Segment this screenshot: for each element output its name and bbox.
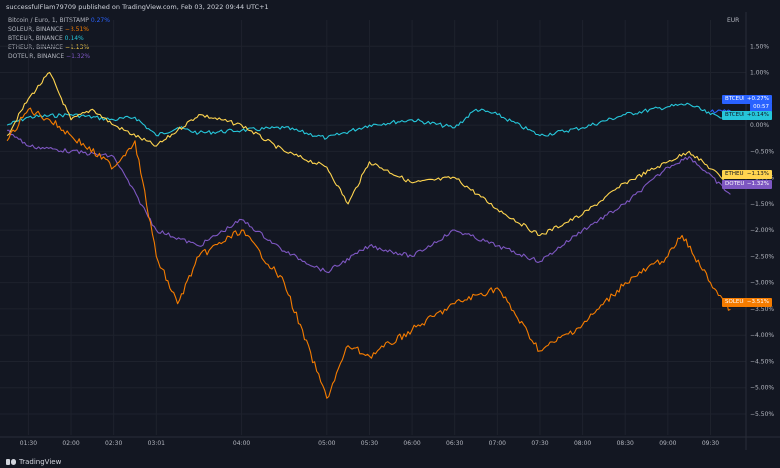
y-tick-label: −1.50% bbox=[750, 201, 774, 208]
legend-row-bitcoin[interactable]: Bitcoin / Euro, 1, BITSTAMP 0.27% bbox=[8, 16, 110, 25]
x-tick-label: 02:00 bbox=[62, 440, 79, 447]
y-tick-label: −3.50% bbox=[750, 306, 774, 313]
legend-row-doteur[interactable]: DOTEUR, BINANCE −1.32% bbox=[8, 52, 110, 61]
x-tick-label: 04:00 bbox=[233, 440, 250, 447]
x-tick-label: 03:01 bbox=[148, 440, 165, 447]
y-tick-label: −0.50% bbox=[750, 148, 774, 155]
legend-value: −1.13% bbox=[65, 44, 90, 51]
publisher-header: successfulFlam79709 published on Trading… bbox=[6, 3, 269, 11]
badge-doteur: DOTEUR bbox=[722, 180, 748, 189]
series-line-soleur bbox=[6, 107, 731, 399]
legend-value: 0.27% bbox=[90, 17, 110, 24]
badge-btceur-value: +0.14% bbox=[743, 111, 772, 120]
badge-etheur: ETHEUR bbox=[722, 170, 748, 179]
x-tick-label: 09:30 bbox=[702, 440, 719, 447]
legend-row-btceur[interactable]: BTCEUR, BINANCE 0.14% bbox=[8, 34, 110, 43]
y-tick-label: −4.00% bbox=[750, 332, 774, 339]
x-tick-label: 02:30 bbox=[105, 440, 122, 447]
currency-label: EUR bbox=[727, 17, 739, 24]
x-tick-label: 07:30 bbox=[531, 440, 548, 447]
y-tick-label: −2.00% bbox=[750, 227, 774, 234]
legend-row-etheur[interactable]: ETHEUR, BINANCE −1.13% bbox=[8, 43, 110, 52]
x-tick-label: 09:00 bbox=[659, 440, 676, 447]
y-tick-label: 0.00% bbox=[750, 122, 769, 129]
x-tick-label: 05:00 bbox=[318, 440, 335, 447]
x-tick-label: 06:00 bbox=[403, 440, 420, 447]
legend-value: 0.14% bbox=[64, 35, 84, 42]
y-tick-label: 1.50% bbox=[750, 43, 769, 50]
badge-btceur: BTCEUR bbox=[722, 111, 748, 120]
tradingview-watermark[interactable]: TradingView bbox=[6, 458, 61, 466]
y-tick-label: −2.50% bbox=[750, 253, 774, 260]
x-tick-label: 06:30 bbox=[446, 440, 463, 447]
legend-row-soleur[interactable]: SOLEUR, BINANCE −3.51% bbox=[8, 25, 110, 34]
y-tick-label: −4.50% bbox=[750, 358, 774, 365]
x-tick-label: 07:00 bbox=[489, 440, 506, 447]
badge-soleur: SOLEUR bbox=[722, 298, 748, 307]
tradingview-logo-icon bbox=[6, 459, 16, 465]
y-tick-label: −5.50% bbox=[750, 411, 774, 418]
series-line-etheur bbox=[6, 71, 731, 236]
x-tick-label: 05:30 bbox=[361, 440, 378, 447]
legend-name: DOTEUR, BINANCE bbox=[8, 53, 65, 60]
badge-main-value: +0.27% bbox=[743, 95, 772, 104]
y-tick-label: −5.00% bbox=[750, 385, 774, 392]
x-tick-label: 08:30 bbox=[617, 440, 634, 447]
watermark-text: TradingView bbox=[19, 458, 62, 466]
y-tick-label: −3.00% bbox=[750, 280, 774, 287]
series-line-doteur bbox=[7, 129, 731, 274]
badge-timer: 00:57 bbox=[750, 103, 772, 112]
legend-name: ETHEUR, BINANCE bbox=[8, 44, 64, 51]
y-tick-label: 1.00% bbox=[750, 70, 769, 77]
badge-main-name: BTCEUR bbox=[725, 96, 747, 102]
x-tick-label: 01:30 bbox=[20, 440, 37, 447]
x-tick-label: 08:00 bbox=[574, 440, 591, 447]
series-line-btceur bbox=[6, 102, 731, 140]
legend-name: SOLEUR, BINANCE bbox=[8, 26, 63, 33]
badge-etheur-value: −1.13% bbox=[743, 170, 772, 179]
badge-main: BTCEUR bbox=[722, 95, 748, 104]
legend-name: Bitcoin / Euro, 1, BITSTAMP bbox=[8, 17, 89, 24]
badge-doteur-value: −1.32% bbox=[743, 180, 772, 189]
badge-soleur-value: −3.51% bbox=[743, 298, 772, 307]
legend-name: BTCEUR, BINANCE bbox=[8, 35, 63, 42]
legend: Bitcoin / Euro, 1, BITSTAMP 0.27% SOLEUR… bbox=[8, 16, 110, 61]
legend-value: −3.51% bbox=[64, 26, 90, 33]
legend-value: −1.32% bbox=[66, 53, 91, 60]
